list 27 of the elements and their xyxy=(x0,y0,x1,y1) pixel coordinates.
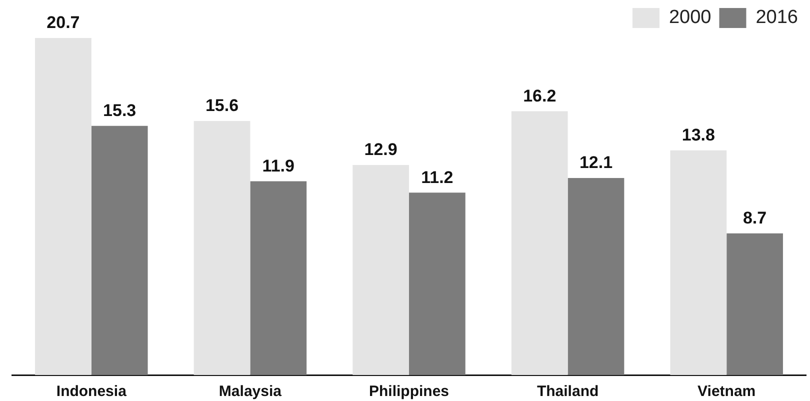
x-tick-label: Malaysia xyxy=(218,383,282,400)
x-tick-label: Philippines xyxy=(368,383,450,400)
bar xyxy=(194,121,250,375)
data-label: 16.2 xyxy=(523,86,556,106)
bar xyxy=(409,192,466,375)
bar xyxy=(568,178,624,375)
bar xyxy=(511,111,568,375)
data-label: 12.9 xyxy=(364,140,398,160)
bar xyxy=(250,181,307,375)
bar xyxy=(91,126,148,375)
bar xyxy=(726,233,783,375)
data-label: 12.1 xyxy=(579,153,613,172)
data-label: 20.7 xyxy=(46,13,80,32)
legend-label: 2016 xyxy=(756,7,798,28)
data-label: 8.7 xyxy=(742,208,767,228)
bar xyxy=(352,164,409,375)
data-label: 15.3 xyxy=(103,101,136,120)
data-label: 11.9 xyxy=(262,156,294,176)
x-tick-label: Thailand xyxy=(536,383,599,400)
data-label: 13.8 xyxy=(682,126,715,145)
bar xyxy=(670,150,727,375)
x-tick-label: Vietnam xyxy=(698,383,756,400)
data-label: 15.6 xyxy=(205,96,239,116)
legend-label: 2000 xyxy=(668,7,712,28)
data-label: 11.2 xyxy=(421,168,454,187)
x-tick-label: Indonesia xyxy=(56,383,128,400)
bar xyxy=(35,38,92,375)
